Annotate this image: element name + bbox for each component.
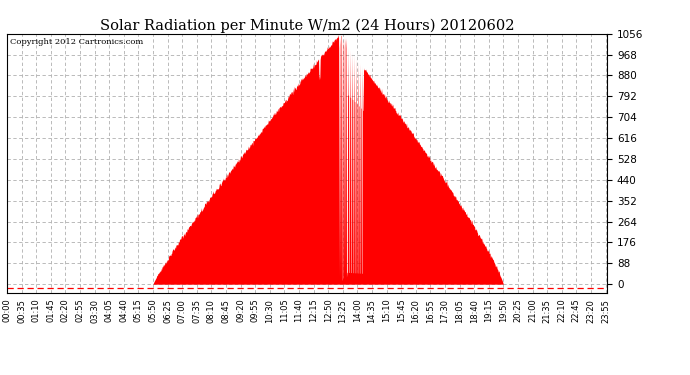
Title: Solar Radiation per Minute W/m2 (24 Hours) 20120602: Solar Radiation per Minute W/m2 (24 Hour…	[100, 18, 514, 33]
Text: Copyright 2012 Cartronics.com: Copyright 2012 Cartronics.com	[10, 38, 143, 46]
